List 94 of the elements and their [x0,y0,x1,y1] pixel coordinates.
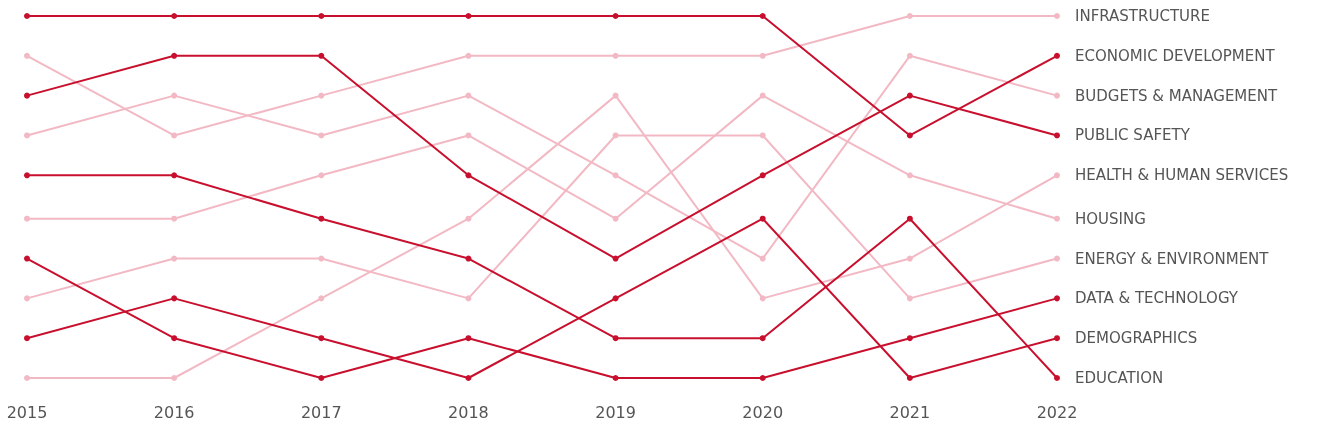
point [1054,295,1060,302]
x-tick-label: 2022 [1036,402,1078,422]
point [612,255,619,262]
point [1054,92,1060,99]
point [465,132,472,139]
point [612,13,619,19]
point [24,172,30,179]
point [1054,13,1060,19]
point [906,335,913,342]
point [906,215,913,222]
point [906,132,913,139]
x-tick-label: 2018 [448,402,489,422]
point [759,92,766,99]
point [612,52,619,59]
point [465,172,472,179]
point [612,215,619,222]
point [318,13,325,19]
point [759,172,766,179]
point [612,375,619,381]
point [612,295,619,302]
x-tick-label: 2017 [300,402,342,422]
series-label: ECONOMIC DEVELOPMENT [1075,46,1276,65]
point [906,295,913,302]
x-tick-label: 2016 [153,402,195,422]
point [906,92,913,99]
point [24,255,30,262]
x-tick-label: 2019 [595,402,636,422]
point [318,295,325,302]
point [24,335,30,342]
point [1054,172,1060,179]
point [612,132,619,139]
point [1054,255,1060,262]
point [1054,52,1060,59]
point [318,335,325,342]
point [906,375,913,381]
point [465,375,472,381]
point [759,335,766,342]
point [759,295,766,302]
point [171,13,178,19]
point [1054,335,1060,342]
point [759,375,766,381]
point [24,52,30,59]
point [24,375,30,381]
point [318,52,325,59]
series-label: ENERGY & ENVIRONMENT [1075,249,1270,268]
point [465,13,472,19]
series-label: HEALTH & HUMAN SERVICES [1075,166,1289,185]
point [171,172,178,179]
series-label: PUBLIC SAFETY [1075,126,1191,145]
point [759,13,766,19]
series-label: BUDGETS & MANAGEMENT [1075,86,1278,105]
point [759,215,766,222]
point [171,215,178,222]
point [171,52,178,59]
point [612,172,619,179]
point [906,52,913,59]
point [612,92,619,99]
series-label: DATA & TECHNOLOGY [1075,289,1239,308]
point [318,172,325,179]
point [906,172,913,179]
point [1054,375,1060,381]
point [171,295,178,302]
x-tick-label: 2020 [742,402,784,422]
point [24,13,30,19]
point [465,335,472,342]
point [24,92,30,99]
point [906,13,913,19]
point [1054,215,1060,222]
series-label: INFRASTRUCTURE [1075,7,1210,25]
point [612,335,619,342]
point [465,92,472,99]
point [465,255,472,262]
x-tick-label: 2015 [6,402,48,422]
point [24,132,30,139]
point [171,132,178,139]
series-label: EDUCATION [1075,369,1164,387]
point [318,215,325,222]
series-label: HOUSING [1075,209,1146,228]
point [171,335,178,342]
point [465,295,472,302]
point [171,375,178,381]
point [24,295,30,302]
point [318,375,325,381]
point [24,215,30,222]
point [318,92,325,99]
point [759,52,766,59]
point [465,52,472,59]
point [1054,132,1060,139]
x-tick-label: 2021 [889,402,931,422]
point [465,215,472,222]
point [171,255,178,262]
point [906,255,913,262]
point [171,92,178,99]
series-label: DEMOGRAPHICS [1075,329,1198,348]
